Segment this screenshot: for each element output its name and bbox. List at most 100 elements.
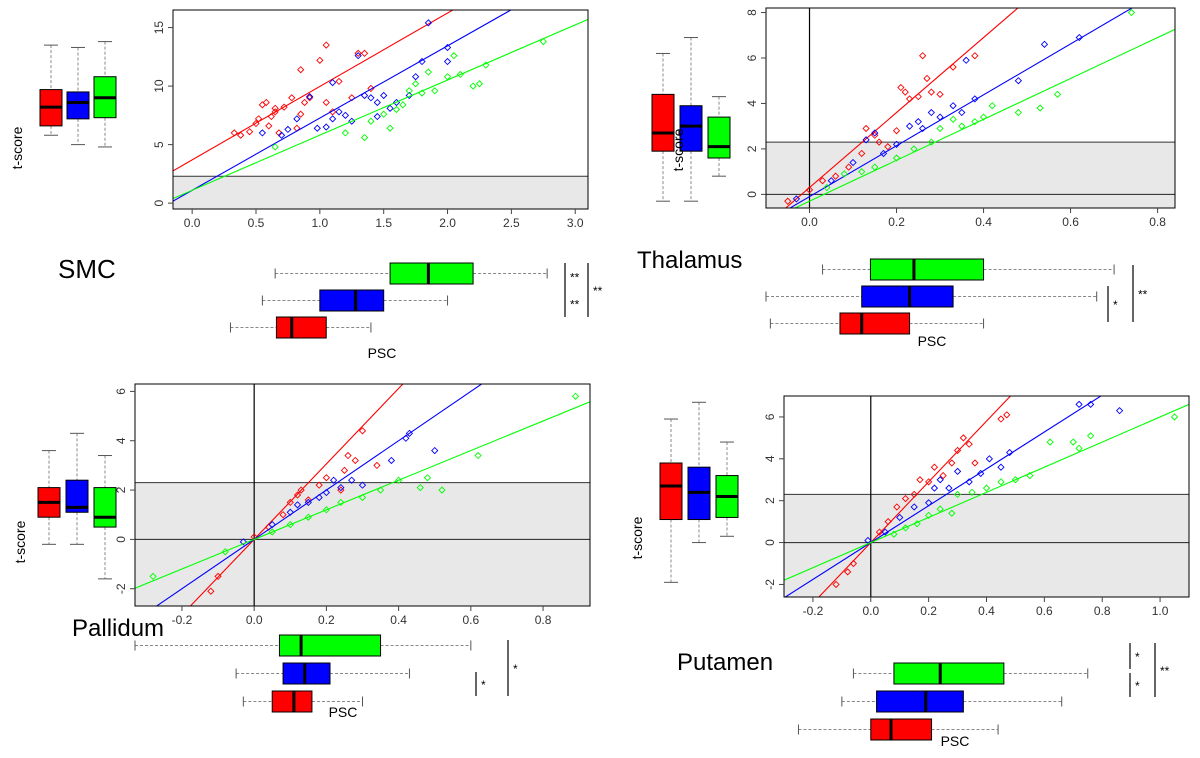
point-blue	[402, 434, 410, 442]
point-red	[844, 568, 852, 576]
point-green	[431, 87, 439, 95]
point-red	[258, 101, 267, 109]
x-tick-label: 0.8	[1149, 215, 1166, 229]
point-green	[341, 129, 350, 137]
x-tick-label: 3.0	[567, 216, 584, 230]
point-red	[875, 138, 883, 146]
point-blue	[284, 125, 292, 134]
y-tick-label: 4	[745, 100, 759, 107]
tscore-box-blue	[679, 37, 703, 202]
x-tick-label: 0.2	[920, 604, 937, 618]
tscore-box-green	[715, 441, 739, 537]
point-green	[358, 493, 367, 502]
point-green	[948, 509, 956, 517]
y-tick-label: 6	[114, 388, 128, 395]
box-body	[275, 316, 327, 339]
point-blue	[953, 467, 962, 476]
point-blue	[313, 124, 321, 132]
x-tick-label: 1.0	[312, 216, 329, 230]
psc-box-green	[822, 258, 1115, 281]
y-axis-label: t-score	[12, 520, 28, 563]
box-body	[271, 690, 313, 713]
point-green	[405, 87, 413, 95]
psc-box-green	[274, 262, 548, 285]
point-blue	[239, 538, 247, 546]
point-green	[399, 101, 407, 109]
point-green	[925, 511, 933, 519]
point-red	[845, 163, 853, 171]
point-blue	[329, 476, 338, 484]
point-red	[348, 94, 356, 102]
point-green	[411, 80, 420, 88]
point-blue	[367, 94, 375, 102]
point-red	[279, 511, 287, 519]
point-green	[979, 113, 988, 121]
point-red	[297, 486, 305, 494]
significance-label: *	[1113, 298, 1118, 312]
point-red	[288, 94, 296, 102]
point-blue	[360, 91, 369, 100]
point-green	[475, 80, 484, 88]
point-green	[392, 105, 401, 114]
point-red	[322, 98, 330, 107]
x-tick-label: 2.0	[439, 216, 456, 230]
x-axis-label: PSC	[368, 345, 397, 361]
x-tick-label: 1.5	[375, 216, 392, 230]
point-blue	[881, 528, 889, 536]
point-red	[910, 490, 918, 499]
point-blue	[293, 501, 302, 509]
point-blue	[431, 446, 439, 455]
point-green	[456, 70, 464, 79]
plot-frame	[134, 383, 591, 607]
point-blue	[268, 520, 276, 529]
point-green	[1075, 444, 1083, 452]
point-green	[268, 528, 276, 536]
point-blue	[358, 481, 367, 489]
point-green	[469, 82, 477, 90]
point-green	[871, 163, 879, 171]
point-blue	[373, 98, 381, 107]
psc-box-blue	[765, 285, 1098, 308]
point-blue	[305, 92, 314, 101]
point-red	[916, 476, 924, 484]
point-green	[149, 572, 157, 581]
box-body	[278, 634, 382, 657]
point-red	[335, 77, 343, 86]
point-green	[971, 117, 979, 126]
panel-thalamus: 0.0 0.2 0.4 0.6 0.802468t-scoreThalamus***PS…	[637, 7, 1176, 349]
point-green	[360, 133, 369, 142]
point-blue	[387, 456, 396, 465]
point-green	[450, 52, 458, 60]
panel-putamen: -0.2 0.0 0.2 0.4 0.6 0.8 1.0 -2 0 2 4 6 t-score Putam…	[629, 395, 1190, 749]
point-red	[322, 41, 330, 49]
significance-label: **	[593, 284, 603, 298]
point-green	[367, 117, 375, 125]
point-blue	[1075, 33, 1083, 42]
point-blue	[879, 149, 888, 158]
threshold-region	[766, 142, 1175, 208]
point-green	[337, 498, 345, 507]
point-blue	[380, 91, 388, 100]
point-blue	[418, 57, 426, 66]
point-green	[1053, 90, 1062, 99]
tscore-box-green	[707, 96, 731, 177]
fit-line-blue	[788, 8, 1134, 208]
y-tick-label: 2	[763, 497, 777, 504]
point-red	[252, 119, 260, 128]
point-green	[380, 110, 388, 118]
point-green	[539, 37, 547, 46]
tscore-box-blue	[65, 432, 89, 545]
x-tick-label: 0.6	[462, 613, 479, 627]
point-blue	[971, 95, 979, 103]
point-blue	[910, 503, 918, 511]
point-red	[351, 456, 359, 465]
point-red	[919, 52, 927, 60]
point-blue	[424, 19, 433, 27]
point-red	[254, 115, 263, 123]
panel-smc: 0.0 0.5 1.0 1.5 2.0 2.5 3.0 0 5 10 15 t-score SMC ** *…	[9, 9, 603, 361]
point-blue	[328, 115, 337, 123]
significance-label: *	[1135, 679, 1140, 693]
point-blue	[905, 122, 914, 130]
point-green	[386, 124, 394, 132]
